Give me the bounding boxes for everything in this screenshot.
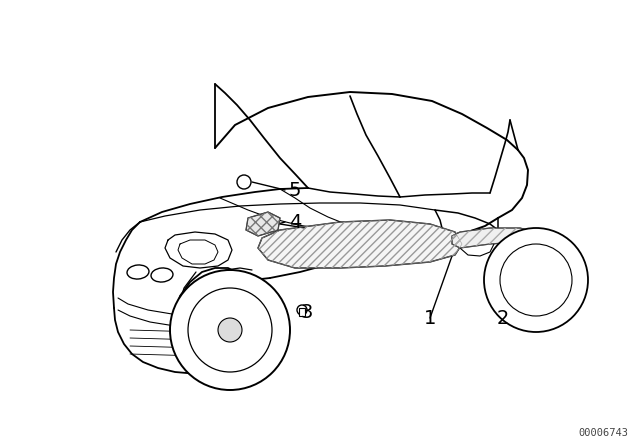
Circle shape bbox=[297, 305, 307, 315]
Polygon shape bbox=[258, 220, 462, 268]
Text: 3: 3 bbox=[301, 303, 313, 323]
FancyBboxPatch shape bbox=[299, 308, 305, 316]
Text: 00006743: 00006743 bbox=[578, 428, 628, 438]
Circle shape bbox=[170, 270, 290, 390]
Text: 5: 5 bbox=[289, 181, 301, 199]
Polygon shape bbox=[246, 212, 280, 236]
Polygon shape bbox=[452, 228, 535, 248]
Circle shape bbox=[218, 318, 242, 342]
Text: 1: 1 bbox=[424, 309, 436, 327]
Circle shape bbox=[237, 175, 251, 189]
Circle shape bbox=[484, 228, 588, 332]
Text: 4: 4 bbox=[289, 212, 301, 232]
Text: 2: 2 bbox=[497, 309, 509, 327]
